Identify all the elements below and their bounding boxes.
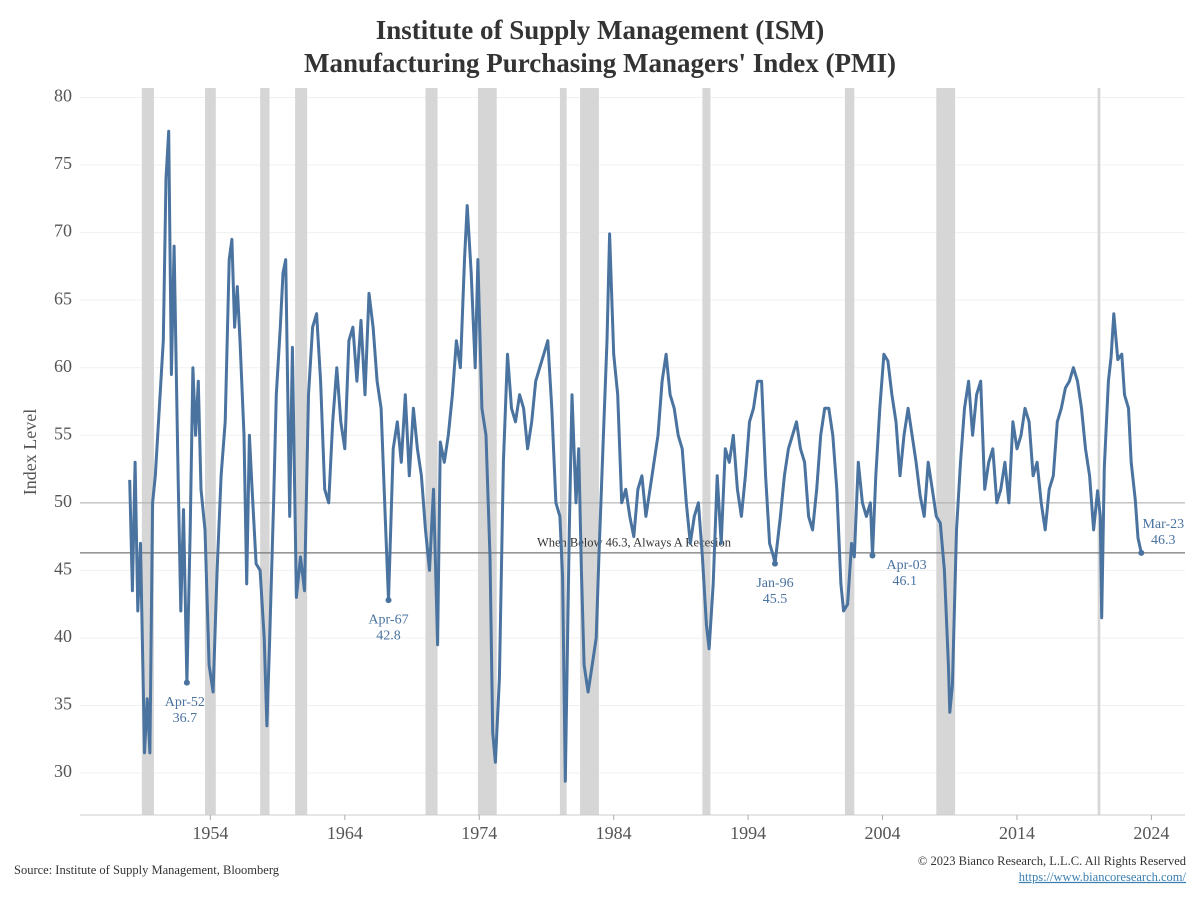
y-tick-label: 60 — [54, 356, 72, 376]
annotation-value: 45.5 — [763, 592, 788, 607]
x-tick-label: 1964 — [327, 823, 363, 843]
recession-band — [702, 88, 711, 815]
x-tick-label: 1974 — [461, 823, 497, 843]
recession-band — [580, 88, 599, 815]
recession-band — [559, 88, 567, 815]
y-tick-label: 55 — [54, 423, 72, 443]
y-tick-label: 30 — [54, 761, 72, 781]
annotation-label: Jan-96 — [756, 576, 793, 591]
recession-band — [205, 88, 216, 815]
annotation-label: Mar-23 — [1142, 517, 1184, 532]
annotation-point — [869, 552, 876, 559]
source: Source: Institute of Supply Management, … — [14, 863, 280, 877]
annotation-value: 42.8 — [376, 628, 401, 643]
annotation-value: 46.1 — [892, 574, 917, 589]
y-axis-label: Index Level — [20, 409, 40, 495]
y-tick-label: 50 — [54, 491, 72, 511]
annotation-point — [1138, 549, 1145, 556]
y-tick-label: 65 — [54, 288, 72, 308]
x-tick-label: 1954 — [192, 823, 228, 843]
y-tick-label: 75 — [54, 153, 72, 173]
y-tick-label: 70 — [54, 221, 72, 241]
annotation-label: Apr-52 — [165, 695, 205, 710]
annotation-point — [385, 597, 392, 604]
recession-band — [936, 88, 956, 815]
annotation-value: 36.7 — [173, 711, 198, 726]
recession-band — [295, 88, 308, 815]
reference-label: When Below 46.3, Always A Recesion — [537, 536, 732, 550]
x-tick-label: 2024 — [1133, 823, 1169, 843]
copyright: © 2023 Bianco Research, L.L.C. All Right… — [918, 854, 1187, 868]
chart-subtitle: Manufacturing Purchasing Managers' Index… — [304, 48, 896, 78]
annotation-point — [183, 679, 190, 686]
chart-title: Institute of Supply Management (ISM) — [376, 15, 825, 45]
annotation-label: Apr-67 — [368, 612, 408, 627]
x-tick-label: 2014 — [999, 823, 1035, 843]
recession-band — [260, 88, 270, 815]
x-tick-label: 1984 — [596, 823, 632, 843]
url: https://www.biancoresearch.com/ — [1019, 870, 1187, 884]
recession-band — [1097, 88, 1101, 815]
y-tick-label: 80 — [54, 86, 72, 106]
annotation-value: 46.3 — [1151, 533, 1176, 548]
recession-band — [844, 88, 855, 815]
series-line — [128, 129, 1143, 783]
recession-band — [425, 88, 438, 815]
y-tick-label: 45 — [54, 559, 72, 579]
y-tick-label: 35 — [54, 694, 72, 714]
x-tick-label: 1994 — [730, 823, 766, 843]
annotation-label: Apr-03 — [886, 558, 926, 573]
annotation-point — [771, 560, 778, 567]
x-tick-label: 2004 — [865, 823, 901, 843]
y-tick-label: 40 — [54, 626, 72, 646]
